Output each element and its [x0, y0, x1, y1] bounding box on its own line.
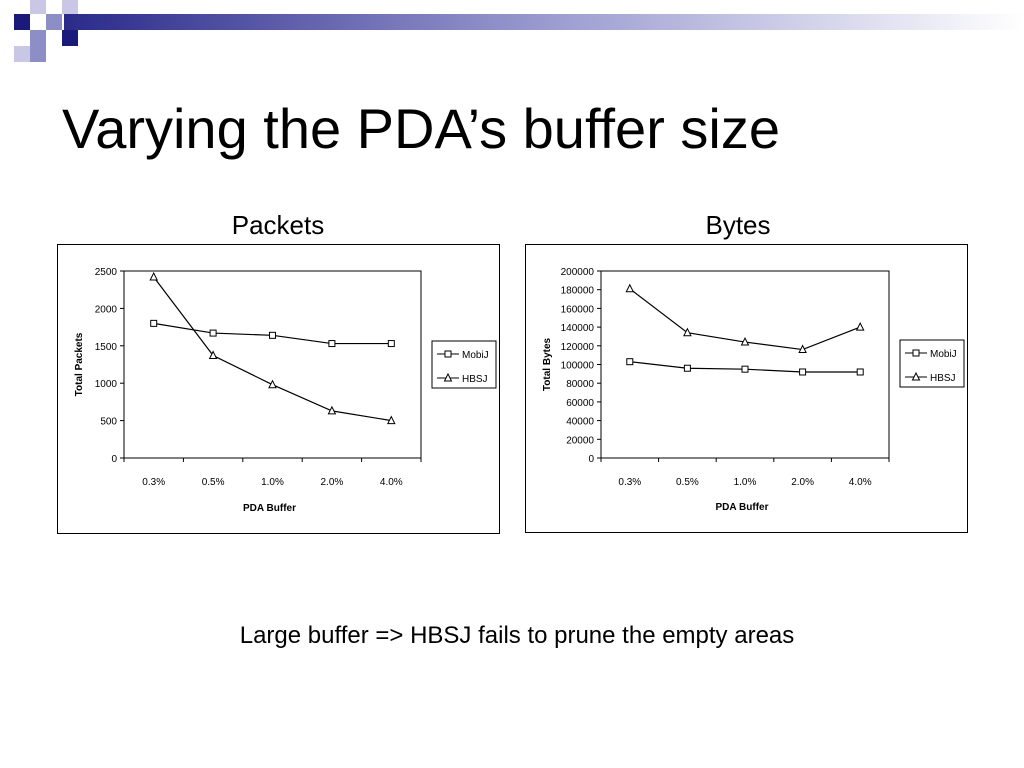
data-point-hbsj — [683, 327, 692, 337]
data-point-hbsj — [327, 405, 337, 415]
y-tick-label: 60000 — [566, 398, 594, 409]
data-point-hbsj — [625, 283, 635, 293]
data-point-hbsj — [855, 321, 865, 331]
footnote-text: Large buffer => HBSJ fails to prune the … — [239, 622, 795, 649]
data-point-mobij — [209, 329, 217, 337]
plot-area — [123, 270, 422, 459]
chart-title-packets: Packets — [231, 210, 325, 240]
y-axis-label: Total Packets — [74, 332, 85, 396]
y-tick-label: 1000 — [95, 379, 118, 390]
legend-marker — [443, 372, 453, 382]
data-point-mobij — [150, 319, 158, 327]
x-tick-label: 0.5% — [676, 477, 699, 488]
deco-square — [30, 0, 46, 14]
y-tick-label: 120000 — [561, 342, 595, 353]
x-tick-label: 4.0% — [380, 477, 403, 488]
packets-chart-svg: 0 500 1000 1500 2000 2500 0.3% 0.5% 1.0% 2.0% 4.0%… — [74, 267, 497, 514]
deco-square — [14, 46, 30, 62]
legend-marker — [912, 349, 920, 357]
data-point-mobij — [683, 364, 691, 372]
data-point-hbsj — [208, 350, 218, 360]
slide-title: Varying the PDA’s buffer size — [62, 97, 780, 160]
y-tick-label: 1500 — [95, 342, 118, 353]
y-tick-label: 100000 — [561, 361, 595, 372]
y-tick-label: 20000 — [566, 435, 594, 446]
bytes-chart: 0 20000 40000 60000 80000 100000 120000 140000 1… — [525, 244, 968, 533]
chart-title-bytes: Bytes — [705, 210, 771, 240]
series-line-hbsj — [153, 276, 392, 422]
y-tick-label: 0 — [111, 454, 117, 465]
y-tick-label: 160000 — [561, 304, 595, 315]
data-point-hbsj — [740, 336, 750, 346]
x-axis-label: PDA Buffer — [243, 503, 296, 514]
y-tick-label: 140000 — [561, 323, 595, 334]
x-tick-label: 1.0% — [734, 477, 757, 488]
deco-square — [46, 14, 62, 30]
x-tick-label: 0.3% — [142, 477, 165, 488]
y-tick-label: 180000 — [561, 286, 595, 297]
deco-bar — [64, 14, 1024, 30]
x-tick-label: 4.0% — [849, 477, 872, 488]
deco-square — [14, 14, 30, 30]
x-tick-label: 0.3% — [618, 477, 641, 488]
legend-marker — [444, 350, 452, 358]
data-point-hbsj — [798, 344, 807, 354]
data-point-hbsj — [149, 271, 159, 281]
deco-square — [30, 46, 46, 62]
y-tick-label: 2000 — [95, 304, 118, 315]
x-axis-label: PDA Buffer — [716, 502, 769, 513]
y-tick-label: 500 — [100, 417, 117, 428]
legend-box — [431, 340, 497, 389]
y-tick-label: 2500 — [95, 267, 118, 278]
deco-square — [62, 0, 78, 14]
corner-decoration — [14, 0, 1024, 62]
data-point-mobij — [387, 340, 395, 348]
legend-label: HBSJ — [462, 374, 488, 385]
legend-label: MobiJ — [462, 350, 489, 361]
legend-marker — [911, 371, 921, 381]
y-tick-label: 200000 — [561, 267, 595, 278]
y-tick-label: 0 — [588, 454, 594, 465]
packets-chart: 0 500 1000 1500 2000 2500 0.3% 0.5% 1.0% 2.0% 4.0%… — [57, 244, 500, 534]
y-axis-label: Total Bytes — [542, 337, 553, 391]
bytes-chart-svg: 0 20000 40000 60000 80000 100000 120000 140000 1… — [542, 267, 965, 513]
data-point-mobij — [328, 340, 336, 348]
deco-square — [30, 30, 46, 46]
y-tick-label: 40000 — [566, 417, 594, 428]
x-tick-label: 2.0% — [321, 477, 344, 488]
data-point-hbsj — [386, 415, 396, 425]
x-tick-label: 2.0% — [791, 477, 814, 488]
y-tick-label: 80000 — [566, 379, 594, 390]
data-point-mobij — [626, 358, 634, 366]
data-point-mobij — [741, 365, 749, 373]
legend-box — [899, 339, 965, 388]
data-point-hbsj — [268, 379, 277, 389]
legend-label: HBSJ — [930, 373, 956, 384]
deco-square — [62, 30, 78, 46]
legend-label: MobiJ — [930, 349, 957, 360]
x-tick-label: 0.5% — [202, 477, 225, 488]
data-point-mobij — [856, 368, 864, 376]
x-tick-label: 1.0% — [261, 477, 284, 488]
data-point-mobij — [799, 368, 807, 376]
data-point-mobij — [269, 331, 276, 339]
